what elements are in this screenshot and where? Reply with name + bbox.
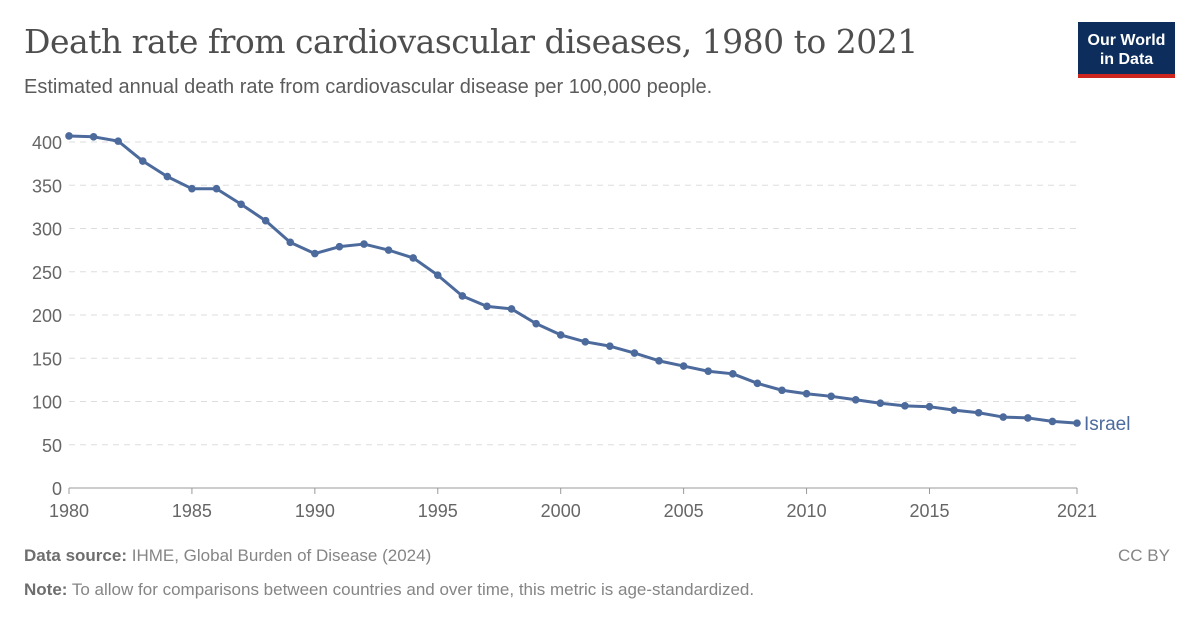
y-tick-label: 200 [32, 306, 62, 326]
data-point [458, 292, 467, 300]
y-tick-label: 50 [42, 436, 62, 456]
note-label: Note: [24, 580, 68, 599]
data-point [188, 184, 196, 193]
data-point [827, 392, 835, 401]
y-tick-label: 0 [52, 479, 62, 499]
data-point [1048, 417, 1057, 426]
note: Note: To allow for comparisons between c… [24, 580, 754, 600]
data-point [237, 200, 245, 209]
y-tick-label: 350 [32, 176, 62, 196]
data-point [876, 399, 885, 408]
data-point [1073, 419, 1081, 427]
data-point [851, 395, 860, 404]
data-point [384, 246, 393, 254]
data-point [581, 338, 590, 346]
data-point [360, 240, 368, 248]
x-tick-label: 2005 [664, 501, 704, 521]
data-source: Data source: IHME, Global Burden of Dise… [24, 546, 431, 566]
data-point [778, 386, 786, 395]
x-tick-label: 1980 [49, 501, 89, 521]
data-point [433, 271, 442, 280]
data-point [753, 379, 762, 388]
x-tick-label: 2021 [1057, 501, 1097, 521]
logo-line-2: in Data [1099, 51, 1154, 68]
data-point [974, 408, 983, 417]
y-tick-label: 300 [32, 220, 62, 240]
x-tick-label: 2015 [909, 501, 949, 521]
data-point [89, 133, 98, 141]
data-point [138, 157, 147, 165]
y-tick-label: 250 [32, 263, 62, 283]
chart-subtitle: Estimated annual death rate from cardiov… [24, 76, 713, 98]
source-text: IHME, Global Burden of Disease (2024) [131, 546, 432, 565]
x-tick-label: 1995 [418, 501, 458, 521]
data-point [1024, 414, 1032, 422]
data-point [704, 367, 713, 376]
x-tick-label: 1985 [172, 501, 212, 521]
chart-title: Death rate from cardiovascular diseases,… [24, 22, 918, 61]
data-point [999, 413, 1008, 421]
source-label: Data source: [24, 546, 127, 565]
data-point [630, 349, 639, 357]
data-point [507, 305, 516, 313]
data-point [311, 249, 319, 258]
y-tick-label: 150 [32, 349, 62, 369]
x-tick-label: 1990 [295, 501, 335, 521]
data-point [286, 238, 295, 247]
data-point [925, 402, 934, 411]
data-point [901, 402, 909, 410]
data-point [335, 242, 344, 251]
owid-logo[interactable]: Our World in Data [1078, 22, 1175, 78]
data-point [950, 406, 958, 414]
data-point [655, 357, 663, 365]
data-point [483, 302, 491, 311]
logo-line-1: Our World [1087, 32, 1166, 49]
data-point [163, 172, 172, 181]
y-tick-label: 100 [32, 393, 62, 413]
x-tick-label: 2000 [541, 501, 581, 521]
data-point [409, 254, 417, 262]
data-point [679, 362, 688, 370]
data-point [556, 331, 565, 339]
x-tick-label: 2010 [787, 501, 827, 521]
data-point [802, 389, 811, 398]
data-point [114, 137, 122, 145]
data-point [261, 216, 270, 225]
license[interactable]: CC BY [1118, 546, 1170, 565]
series-label: Israel [1084, 414, 1130, 435]
data-point [65, 132, 73, 140]
data-point [606, 342, 614, 350]
note-text: To allow for comparisons between countri… [71, 580, 755, 599]
data-point [212, 184, 221, 193]
data-point [532, 319, 540, 328]
y-tick-label: 400 [32, 133, 62, 153]
series-line-israel [68, 134, 1078, 425]
data-point [729, 370, 737, 378]
